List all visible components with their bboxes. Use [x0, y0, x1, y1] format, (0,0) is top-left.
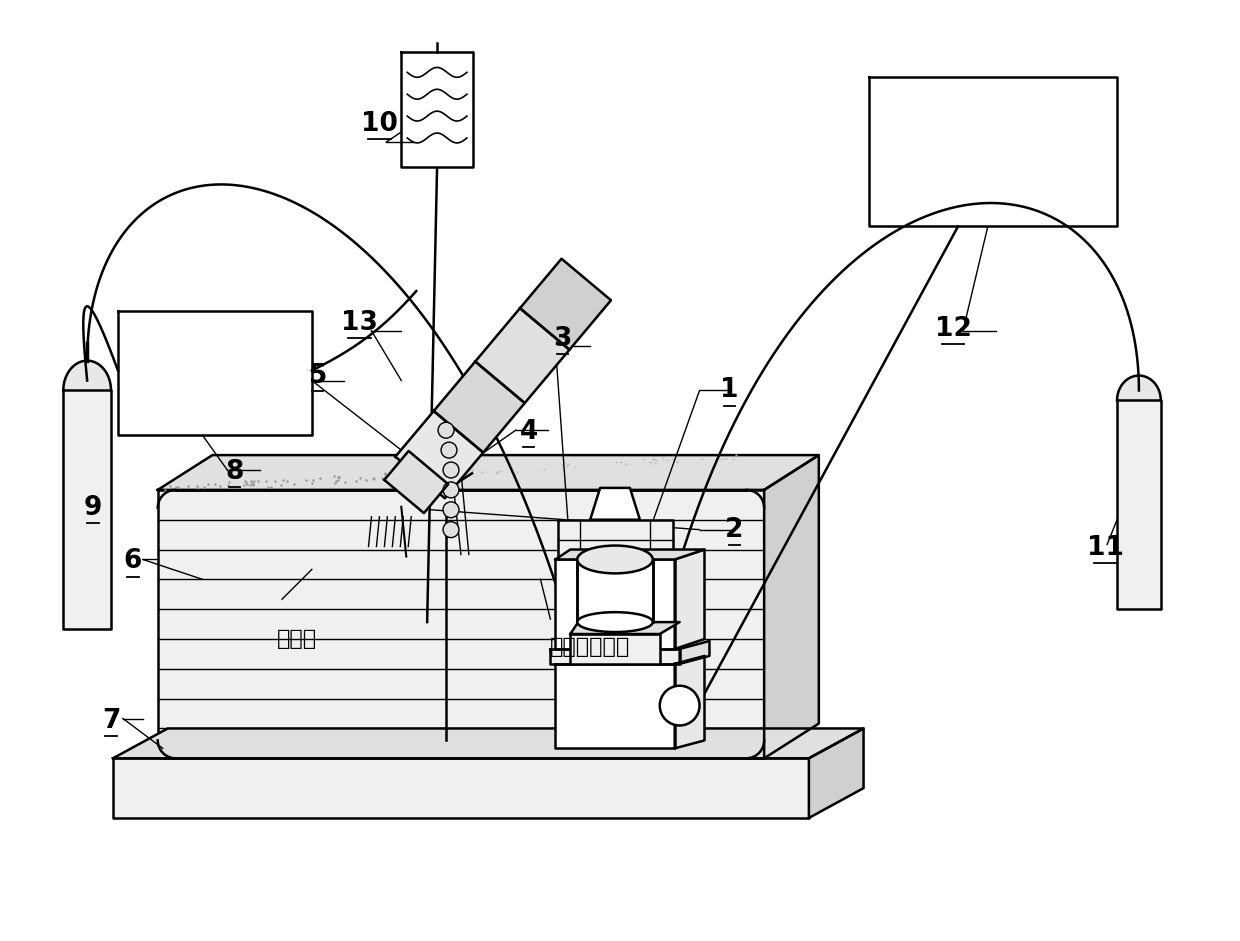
- Polygon shape: [384, 451, 448, 513]
- Polygon shape: [63, 360, 112, 391]
- Text: 6: 6: [124, 549, 143, 574]
- Text: 5: 5: [309, 362, 327, 389]
- Circle shape: [441, 442, 458, 458]
- Polygon shape: [675, 656, 704, 748]
- Circle shape: [443, 502, 459, 518]
- Text: 2: 2: [725, 517, 744, 543]
- Text: 1: 1: [720, 377, 739, 404]
- Polygon shape: [590, 487, 640, 519]
- Text: 12: 12: [935, 316, 971, 342]
- Polygon shape: [558, 519, 672, 560]
- Circle shape: [660, 686, 699, 726]
- Text: 8: 8: [226, 459, 243, 485]
- Polygon shape: [570, 634, 660, 663]
- Polygon shape: [1117, 401, 1161, 609]
- Polygon shape: [475, 309, 569, 403]
- Polygon shape: [808, 728, 863, 818]
- Polygon shape: [402, 53, 472, 167]
- Circle shape: [443, 482, 459, 498]
- Polygon shape: [113, 758, 808, 818]
- Polygon shape: [578, 560, 652, 622]
- Polygon shape: [157, 455, 818, 490]
- Text: 氧化皮已去除: 氧化皮已去除: [551, 637, 630, 657]
- Polygon shape: [868, 77, 1117, 227]
- Circle shape: [443, 521, 459, 537]
- Circle shape: [438, 423, 454, 439]
- Polygon shape: [113, 728, 863, 758]
- Polygon shape: [675, 550, 704, 649]
- Polygon shape: [680, 641, 709, 663]
- Ellipse shape: [578, 546, 652, 573]
- Polygon shape: [520, 259, 611, 350]
- Text: 13: 13: [341, 310, 378, 336]
- Text: 3: 3: [553, 326, 572, 352]
- Polygon shape: [157, 490, 764, 758]
- Text: 10: 10: [361, 111, 398, 137]
- Text: 氧化皮: 氧化皮: [277, 629, 317, 649]
- Polygon shape: [570, 622, 680, 634]
- Polygon shape: [434, 361, 525, 453]
- Circle shape: [443, 462, 459, 478]
- Polygon shape: [551, 649, 680, 663]
- Polygon shape: [764, 455, 818, 758]
- Polygon shape: [556, 550, 704, 560]
- Polygon shape: [396, 411, 484, 498]
- Polygon shape: [1117, 375, 1161, 401]
- Polygon shape: [118, 311, 311, 435]
- Text: 7: 7: [102, 708, 120, 734]
- Polygon shape: [63, 391, 112, 629]
- Text: 4: 4: [520, 420, 538, 445]
- Polygon shape: [556, 663, 675, 748]
- Text: 11: 11: [1086, 534, 1123, 561]
- Polygon shape: [556, 560, 675, 649]
- Text: 9: 9: [84, 495, 103, 520]
- Ellipse shape: [578, 613, 652, 632]
